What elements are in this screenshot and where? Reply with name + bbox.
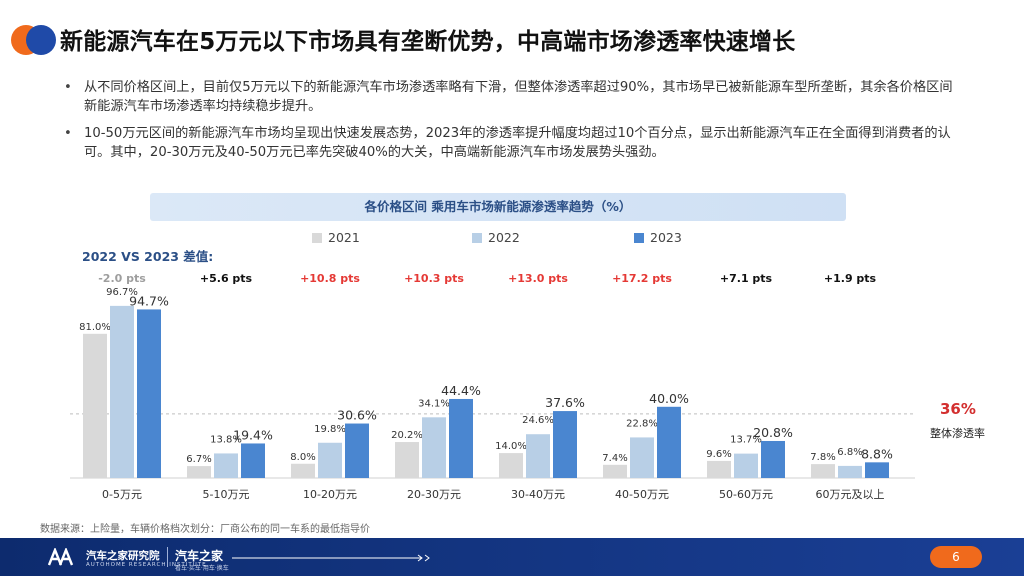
delta-value-3: +10.3 pts (404, 272, 464, 285)
footer-brand-subtitle: AUTOHOME RESEARCH INSTITUTE (86, 562, 207, 568)
data-label-2023-7: 8.8% (861, 446, 893, 461)
bar-2021-4 (499, 453, 523, 478)
bar-2022-3 (422, 417, 446, 478)
footer-divider (167, 547, 168, 567)
bar-2021-2 (291, 463, 315, 478)
category-label-7: 60万元及以上 (816, 488, 885, 501)
delta-value-1: +5.6 pts (199, 272, 253, 285)
data-label-2023-4: 37.6% (545, 395, 585, 410)
title-logo-icon (11, 25, 56, 55)
category-label-5: 40-50万元 (615, 488, 669, 501)
overall-penetration-label: 整体渗透率 (930, 427, 985, 440)
data-label-2021-1: 6.7% (186, 454, 211, 465)
bar-2022-6 (734, 453, 758, 478)
bar-2022-5 (630, 437, 654, 478)
data-label-2022-2: 19.8% (314, 424, 346, 435)
delta-title: 2022 VS 2023 差值: (82, 249, 214, 264)
bar-2023-7 (865, 462, 889, 478)
delta-value-4: +13.0 pts (508, 272, 568, 285)
delta-value-2: +10.8 pts (300, 272, 360, 285)
bar-2023-6 (761, 440, 785, 478)
summary-bullets: 从不同价格区间上，目前仅5万元以下的新能源汽车市场渗透率略有下滑，但整体渗透率超… (62, 78, 962, 170)
bar-2023-4 (553, 411, 577, 478)
bar-2021-6 (707, 460, 731, 478)
legend-label-2022: 2022 (488, 230, 520, 245)
data-label-2022-4: 24.6% (522, 415, 554, 426)
legend-swatch-2022 (472, 233, 482, 243)
data-label-2023-0: 94.7% (129, 293, 169, 308)
data-label-2022-0: 96.7% (106, 287, 138, 298)
legend-item-2021: 2021 (312, 230, 360, 245)
data-label-2021-0: 81.0% (79, 322, 111, 333)
bar-2022-7 (838, 465, 862, 478)
footer-bar: 汽车之家研究院 AUTOHOME RESEARCH INSTITUTE 汽车之家… (0, 538, 1024, 576)
bar-2023-3 (449, 398, 473, 478)
bar-2021-0 (83, 333, 107, 478)
data-label-2021-7: 7.8% (810, 452, 835, 463)
bar-2023-1 (241, 443, 265, 478)
data-label-2023-5: 40.0% (649, 391, 689, 406)
category-label-1: 5-10万元 (203, 488, 250, 501)
page-number: 6 (930, 546, 982, 568)
data-label-2021-4: 14.0% (495, 441, 527, 452)
bar-2021-3 (395, 442, 419, 478)
chart-title: 各价格区间 乘用车市场新能源渗透率趋势（%） (150, 193, 846, 221)
data-label-2022-1: 13.8% (210, 434, 242, 445)
page-title: 新能源汽车在5万元以下市场具有垄断优势，中高端市场渗透率快速增长 (60, 29, 796, 55)
data-label-2022-3: 34.1% (418, 398, 450, 409)
chart-legend: 2021 2022 2023 (0, 230, 1024, 246)
delta-value-5: +17.2 pts (612, 272, 672, 285)
bar-2022-4 (526, 434, 550, 478)
bar-2021-7 (811, 464, 835, 478)
bar-2022-0 (110, 305, 134, 478)
data-label-2022-7: 6.8% (837, 447, 862, 458)
footer-brand2-name: 汽车之家 (175, 549, 224, 563)
legend-item-2023: 2023 (634, 230, 682, 245)
footer-brand2-subtitle: 看车·买车·用车·换车 (175, 565, 229, 572)
bar-2023-0 (137, 309, 161, 478)
data-label-2022-5: 22.8% (626, 418, 658, 429)
category-label-2: 10-20万元 (303, 488, 357, 501)
legend-label-2021: 2021 (328, 230, 360, 245)
data-label-2023-1: 19.4% (233, 427, 273, 442)
bar-2021-5 (603, 464, 627, 478)
bar-2023-5 (657, 406, 681, 478)
delta-value-7: +1.9 pts (823, 272, 877, 285)
data-source-note: 数据来源：上险量，车辆价格档次划分：厂商公布的同一车系的最低指导价 (40, 524, 370, 535)
bar-2023-2 (345, 423, 369, 478)
category-label-6: 50-60万元 (719, 488, 773, 501)
category-label-0: 0-5万元 (102, 488, 142, 501)
legend-swatch-2021 (312, 233, 322, 243)
footer-arrow-icon (232, 554, 430, 562)
bar-2022-1 (214, 453, 238, 478)
autohome-research-logo-icon (48, 548, 74, 566)
data-label-2021-2: 8.0% (290, 452, 315, 463)
data-label-2022-6: 13.7% (730, 435, 762, 446)
data-label-2021-5: 7.4% (602, 453, 627, 464)
penetration-bar-chart: 81.0% 96.7%94.7% 0-5万元 6.7% 13.8%19.4% 5-10万元… (70, 287, 915, 501)
overall-penetration-value: 36% (940, 400, 976, 418)
bullet-1: 从不同价格区间上，目前仅5万元以下的新能源汽车市场渗透率略有下滑，但整体渗透率超… (62, 78, 962, 116)
bar-2021-1 (187, 466, 211, 478)
legend-item-2022: 2022 (472, 230, 520, 245)
data-label-2023-2: 30.6% (337, 408, 377, 423)
delta-value-6: +7.1 pts (719, 272, 773, 285)
category-label-3: 20-30万元 (407, 488, 461, 501)
legend-swatch-2023 (634, 233, 644, 243)
bar-2022-2 (318, 442, 342, 478)
data-label-2023-3: 44.4% (441, 383, 481, 398)
data-label-2023-6: 20.8% (753, 425, 793, 440)
data-label-2021-6: 9.6% (706, 449, 731, 460)
delta-value-0: -2.0 pts (98, 272, 146, 285)
bullet-2: 10-50万元区间的新能源汽车市场均呈现出快速发展态势，2023年的渗透率提升幅… (62, 124, 962, 162)
data-label-2021-3: 20.2% (391, 430, 423, 441)
category-label-4: 30-40万元 (511, 488, 565, 501)
footer-brand-name: 汽车之家研究院 (86, 550, 160, 562)
legend-label-2023: 2023 (650, 230, 682, 245)
